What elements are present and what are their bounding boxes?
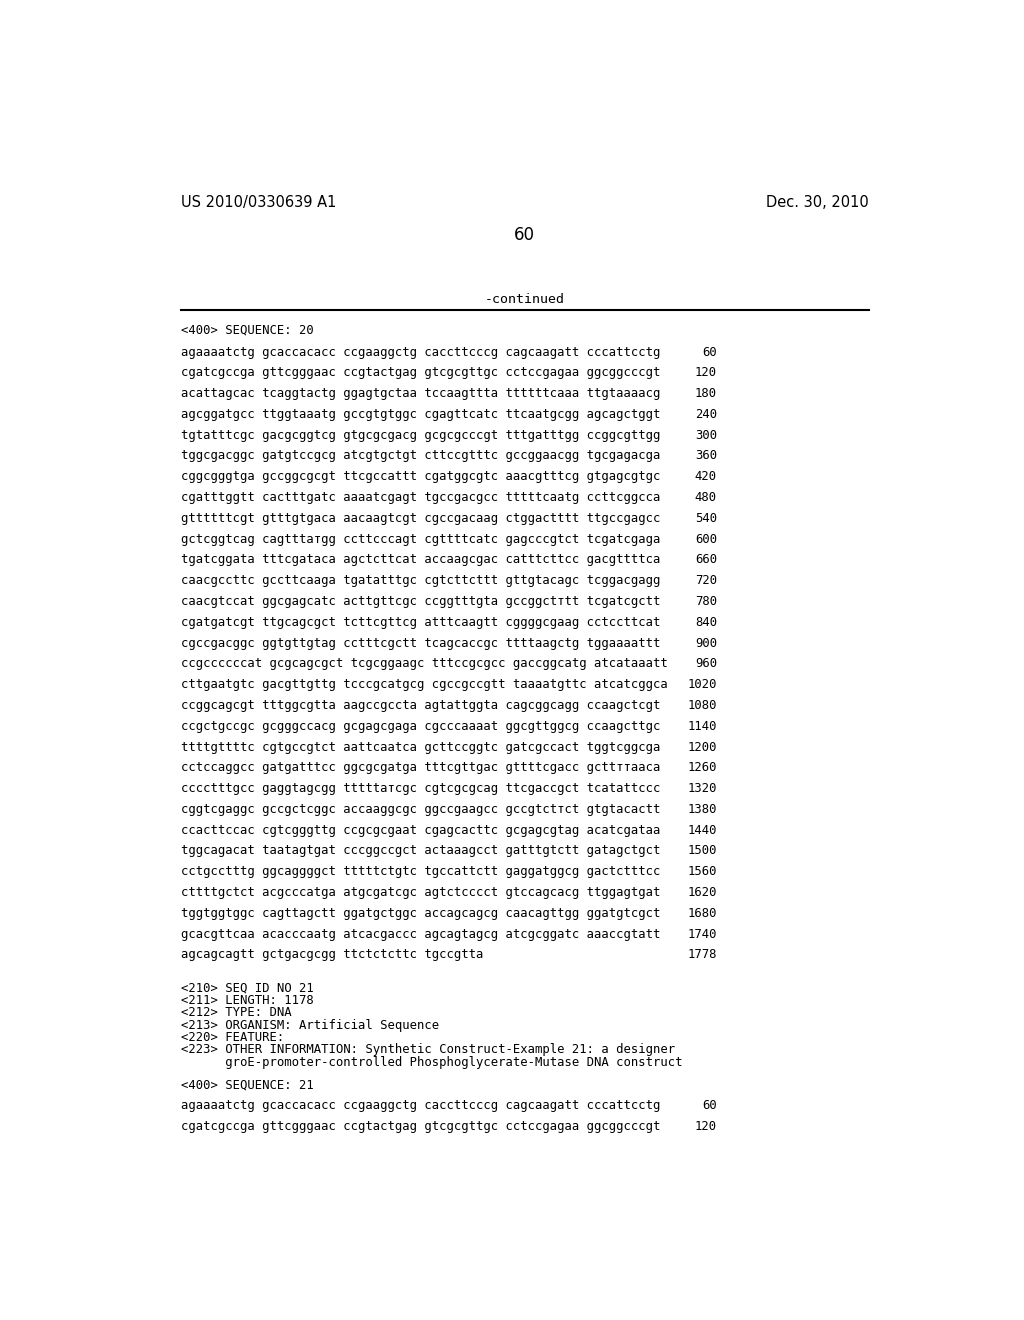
Text: 120: 120 bbox=[695, 1119, 717, 1133]
Text: tggcagacat taatagtgat cccggccgct actaaagcct gatttgtctt gatagctgct: tggcagacat taatagtgat cccggccgct actaaag… bbox=[180, 845, 660, 858]
Text: tggtggtggc cagttagctt ggatgctggc accagcagcg caacagttgg ggatgtcgct: tggtggtggc cagttagctt ggatgctggc accagca… bbox=[180, 907, 660, 920]
Text: cgatttggtt cactttgatc aaaatcgagt tgccgacgcc tttttcaatg ccttcggcca: cgatttggtt cactttgatc aaaatcgagt tgccgac… bbox=[180, 491, 660, 504]
Text: 60: 60 bbox=[514, 226, 536, 244]
Text: <400> SEQUENCE: 21: <400> SEQUENCE: 21 bbox=[180, 1078, 313, 1092]
Text: 1560: 1560 bbox=[687, 866, 717, 878]
Text: cggcgggtga gccggcgcgt ttcgccattt cgatggcgtc aaacgtttcg gtgagcgtgc: cggcgggtga gccggcgcgt ttcgccattt cgatggc… bbox=[180, 470, 660, 483]
Text: 600: 600 bbox=[695, 533, 717, 545]
Text: 120: 120 bbox=[695, 367, 717, 379]
Text: 480: 480 bbox=[695, 491, 717, 504]
Text: <223> OTHER INFORMATION: Synthetic Construct-Example 21: a designer: <223> OTHER INFORMATION: Synthetic Const… bbox=[180, 1043, 675, 1056]
Text: 1020: 1020 bbox=[687, 678, 717, 692]
Text: 300: 300 bbox=[695, 429, 717, 442]
Text: gttttttcgt gtttgtgaca aacaagtcgt cgccgacaag ctggactttt ttgccgagcc: gttttttcgt gtttgtgaca aacaagtcgt cgccgac… bbox=[180, 512, 660, 525]
Text: <213> ORGANISM: Artificial Sequence: <213> ORGANISM: Artificial Sequence bbox=[180, 1019, 439, 1032]
Text: -continued: -continued bbox=[484, 293, 565, 306]
Text: caacgtccat ggcgagcatc acttgttcgc ccggtttgta gccggctтtt tcgatcgctt: caacgtccat ggcgagcatc acttgttcgc ccggttt… bbox=[180, 595, 660, 609]
Text: ccggcagcgt tttggcgtta aagccgccta agtattggta cagcggcagg ccaagctcgt: ccggcagcgt tttggcgtta aagccgccta agtattg… bbox=[180, 700, 660, 711]
Text: ccgctgccgc gcgggccacg gcgagcgaga cgcccaaaat ggcgttggcg ccaagcttgc: ccgctgccgc gcgggccacg gcgagcgaga cgcccaa… bbox=[180, 719, 660, 733]
Text: cctgcctttg ggcaggggct tttttctgtc tgccattctt gaggatggcg gactctttcc: cctgcctttg ggcaggggct tttttctgtc tgccatt… bbox=[180, 866, 660, 878]
Text: 540: 540 bbox=[695, 512, 717, 525]
Text: 960: 960 bbox=[695, 657, 717, 671]
Text: 60: 60 bbox=[702, 346, 717, 359]
Text: cgatcgccga gttcgggaac ccgtactgag gtcgcgttgc cctccgagaa ggcggcccgt: cgatcgccga gttcgggaac ccgtactgag gtcgcgt… bbox=[180, 1119, 660, 1133]
Text: cttttgctct acgcccatga atgcgatcgc agtctcccct gtccagcacg ttggagtgat: cttttgctct acgcccatga atgcgatcgc agtctcc… bbox=[180, 886, 660, 899]
Text: <212> TYPE: DNA: <212> TYPE: DNA bbox=[180, 1006, 291, 1019]
Text: cgatcgccga gttcgggaac ccgtactgag gtcgcgttgc cctccgagaa ggcggcccgt: cgatcgccga gttcgggaac ccgtactgag gtcgcgt… bbox=[180, 367, 660, 379]
Text: acattagcac tcaggtactg ggagtgctaa tccaagttta ttttttcaaa ttgtaaaacg: acattagcac tcaggtactg ggagtgctaa tccaagt… bbox=[180, 387, 660, 400]
Text: ttttgttttc cgtgccgtct aattcaatca gcttccggtc gatcgccact tggtcggcga: ttttgttttc cgtgccgtct aattcaatca gcttccg… bbox=[180, 741, 660, 754]
Text: gcacgttcaa acacccaatg atcacgaccc agcagtagcg atcgcggatc aaaccgtatt: gcacgttcaa acacccaatg atcacgaccc agcagta… bbox=[180, 928, 660, 941]
Text: cccctttgcc gaggtagcgg tttttатcgc cgtcgcgcag ttcgaccgct tcatattccc: cccctttgcc gaggtagcgg tttttатcgc cgtcgcg… bbox=[180, 781, 660, 795]
Text: 1620: 1620 bbox=[687, 886, 717, 899]
Text: agaaaatctg gcaccacacc ccgaaggctg caccttcccg cagcaagatt cccattcctg: agaaaatctg gcaccacacc ccgaaggctg caccttc… bbox=[180, 346, 660, 359]
Text: ccacttccac cgtcgggttg ccgcgcgaat cgagcacttc gcgagcgtag acatcgataa: ccacttccac cgtcgggttg ccgcgcgaat cgagcac… bbox=[180, 824, 660, 837]
Text: US 2010/0330639 A1: US 2010/0330639 A1 bbox=[180, 195, 336, 210]
Text: <220> FEATURE:: <220> FEATURE: bbox=[180, 1031, 284, 1044]
Text: cggtcgaggc gccgctcggc accaaggcgc ggccgaagcc gccgtctтct gtgtacactt: cggtcgaggc gccgctcggc accaaggcgc ggccgaa… bbox=[180, 803, 660, 816]
Text: tgtatttcgc gacgcggtcg gtgcgcgacg gcgcgcccgt tttgatttgg ccggcgttgg: tgtatttcgc gacgcggtcg gtgcgcgacg gcgcgcc… bbox=[180, 429, 660, 442]
Text: 240: 240 bbox=[695, 408, 717, 421]
Text: 1740: 1740 bbox=[687, 928, 717, 941]
Text: 1140: 1140 bbox=[687, 719, 717, 733]
Text: 1260: 1260 bbox=[687, 762, 717, 775]
Text: Dec. 30, 2010: Dec. 30, 2010 bbox=[766, 195, 869, 210]
Text: <400> SEQUENCE: 20: <400> SEQUENCE: 20 bbox=[180, 323, 313, 337]
Text: 1380: 1380 bbox=[687, 803, 717, 816]
Text: caacgccttc gccttcaaga tgatatttgc cgtcttcttt gttgtacagc tcggacgagg: caacgccttc gccttcaaga tgatatttgc cgtcttc… bbox=[180, 574, 660, 587]
Text: 840: 840 bbox=[695, 615, 717, 628]
Text: cctccaggcc gatgatttcc ggcgcgatga tttcgttgac gttttcgacc gcttттaaca: cctccaggcc gatgatttcc ggcgcgatga tttcgtt… bbox=[180, 762, 660, 775]
Text: 780: 780 bbox=[695, 595, 717, 609]
Text: ccgccccccat gcgcagcgct tcgcggaagc tttccgcgcc gaccggcatg atcataaatt: ccgccccccat gcgcagcgct tcgcggaagc tttccg… bbox=[180, 657, 668, 671]
Text: 180: 180 bbox=[695, 387, 717, 400]
Text: 660: 660 bbox=[695, 553, 717, 566]
Text: 1440: 1440 bbox=[687, 824, 717, 837]
Text: cgatgatcgt ttgcagcgct tcttcgttcg atttcaagtt cggggcgaag cctccttcat: cgatgatcgt ttgcagcgct tcttcgttcg atttcaa… bbox=[180, 615, 660, 628]
Text: 900: 900 bbox=[695, 636, 717, 649]
Text: 1320: 1320 bbox=[687, 781, 717, 795]
Text: <210> SEQ ID NO 21: <210> SEQ ID NO 21 bbox=[180, 982, 313, 995]
Text: agcagcagtt gctgacgcgg ttctctcttc tgccgtta: agcagcagtt gctgacgcgg ttctctcttc tgccgtt… bbox=[180, 948, 483, 961]
Text: 420: 420 bbox=[695, 470, 717, 483]
Text: <211> LENGTH: 1178: <211> LENGTH: 1178 bbox=[180, 994, 313, 1007]
Text: agcggatgcc ttggtaaatg gccgtgtggc cgagttcatc ttcaatgcgg agcagctggt: agcggatgcc ttggtaaatg gccgtgtggc cgagttc… bbox=[180, 408, 660, 421]
Text: cgccgacggc ggtgttgtag cctttcgctt tcagcaccgc ttttaagctg tggaaaattt: cgccgacggc ggtgttgtag cctttcgctt tcagcac… bbox=[180, 636, 660, 649]
Text: 360: 360 bbox=[695, 449, 717, 462]
Text: 60: 60 bbox=[702, 1100, 717, 1113]
Text: 1080: 1080 bbox=[687, 700, 717, 711]
Text: 1200: 1200 bbox=[687, 741, 717, 754]
Text: groE-promoter-controlled Phosphoglycerate-Mutase DNA construct: groE-promoter-controlled Phosphoglycerat… bbox=[180, 1056, 682, 1069]
Text: 1778: 1778 bbox=[687, 948, 717, 961]
Text: gctcggtcag cagtttатgg ccttcccagt cgttttcatc gagcccgtct tcgatcgaga: gctcggtcag cagtttатgg ccttcccagt cgttttc… bbox=[180, 533, 660, 545]
Text: 720: 720 bbox=[695, 574, 717, 587]
Text: cttgaatgtc gacgttgttg tcccgcatgcg cgccgccgtt taaaatgttc atcatcggca: cttgaatgtc gacgttgttg tcccgcatgcg cgccgc… bbox=[180, 678, 668, 692]
Text: tggcgacggc gatgtccgcg atcgtgctgt cttccgtttc gccggaacgg tgcgagacga: tggcgacggc gatgtccgcg atcgtgctgt cttccgt… bbox=[180, 449, 660, 462]
Text: tgatcggata tttcgataca agctcttcat accaagcgac catttcttcc gacgttttca: tgatcggata tttcgataca agctcttcat accaagc… bbox=[180, 553, 660, 566]
Text: 1680: 1680 bbox=[687, 907, 717, 920]
Text: agaaaatctg gcaccacacc ccgaaggctg caccttcccg cagcaagatt cccattcctg: agaaaatctg gcaccacacc ccgaaggctg caccttc… bbox=[180, 1100, 660, 1113]
Text: 1500: 1500 bbox=[687, 845, 717, 858]
